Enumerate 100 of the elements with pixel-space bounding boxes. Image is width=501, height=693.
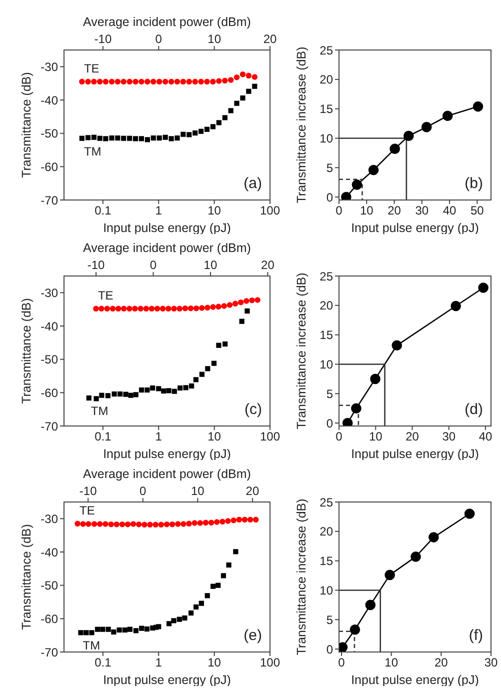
y-tick-label: -40 — [40, 93, 58, 108]
point — [127, 136, 132, 141]
point — [91, 134, 96, 140]
point — [214, 519, 220, 525]
y-tick-label: 25 — [320, 43, 334, 58]
point — [85, 135, 91, 140]
point — [114, 521, 120, 528]
x-tick-label: 0.1 — [94, 656, 112, 670]
y-axis-title: Transmittance (dB) — [19, 298, 34, 404]
y-tick-label: -40 — [40, 319, 58, 334]
point — [240, 71, 246, 78]
point — [242, 516, 248, 523]
point — [204, 593, 210, 598]
x-tick-label: 30 — [484, 656, 498, 670]
point — [198, 128, 204, 134]
point — [192, 130, 198, 136]
point — [220, 518, 226, 525]
point — [174, 135, 180, 141]
point — [350, 624, 360, 635]
point — [156, 78, 162, 85]
x2-tick-label: -10 — [94, 32, 112, 46]
point — [176, 616, 182, 622]
point — [180, 132, 186, 137]
y-tick-label: 20 — [320, 72, 334, 87]
x-tick-label: 100 — [260, 204, 280, 218]
y-tick-label: 20 — [320, 298, 334, 313]
point — [132, 78, 138, 85]
point — [96, 521, 103, 527]
x-tick-label: 10 — [384, 656, 398, 670]
point — [222, 78, 228, 84]
y-tick-label: -70 — [40, 645, 58, 660]
y-tick-label: 5 — [326, 386, 334, 401]
point — [204, 78, 210, 85]
point — [442, 110, 453, 122]
x2-axis-title: Average incident power (dBm) — [83, 467, 251, 481]
point — [403, 130, 414, 142]
x2-tick-label: -10 — [79, 484, 98, 498]
x-tick-label: 10 — [208, 204, 222, 218]
annotation: (b) — [464, 175, 483, 192]
point — [109, 135, 114, 141]
point — [74, 520, 80, 527]
point — [147, 522, 153, 528]
point — [216, 120, 222, 126]
point — [478, 282, 488, 293]
point — [186, 132, 192, 138]
y-tick-label: 25 — [320, 495, 334, 510]
series-label: TM — [82, 638, 100, 653]
y-tick-label: 10 — [320, 583, 334, 598]
point — [103, 136, 108, 142]
point — [225, 518, 231, 524]
point — [216, 582, 221, 588]
point — [450, 300, 461, 312]
point — [216, 78, 222, 84]
y-tick-label: 5 — [326, 160, 334, 175]
series-label: TE — [98, 288, 114, 303]
annotation: (f) — [468, 627, 483, 644]
x-tick-label: 0 — [336, 430, 343, 444]
point — [171, 618, 176, 624]
point — [246, 88, 252, 94]
y-tick-label: -60 — [40, 612, 58, 626]
y-axis-title: Transmittance increase (dB) — [294, 498, 308, 656]
x-tick-label: 1 — [155, 430, 162, 444]
point — [384, 570, 395, 580]
point — [220, 573, 226, 578]
point — [86, 521, 92, 527]
x2-tick-label: 10 — [191, 484, 205, 498]
point — [144, 78, 150, 85]
x-tick-label: 20 — [406, 430, 420, 444]
x-tick-label: 1 — [155, 656, 162, 670]
point — [202, 520, 209, 526]
point — [180, 521, 186, 527]
point — [136, 521, 142, 528]
y-axis-title: Transmittance (dB) — [19, 72, 34, 178]
x-tick-label: 1 — [155, 204, 162, 218]
point — [138, 78, 144, 85]
x-tick-label: 10 — [360, 204, 374, 218]
point — [162, 134, 168, 140]
point — [228, 77, 234, 83]
point — [108, 78, 115, 85]
point — [96, 78, 103, 85]
point — [144, 137, 150, 142]
x-tick-label: 40 — [442, 204, 457, 218]
point — [230, 517, 236, 524]
point — [236, 516, 242, 523]
point — [114, 78, 121, 85]
x2-tick-label: 20 — [246, 484, 260, 498]
point — [368, 164, 379, 176]
point — [121, 136, 126, 141]
point — [246, 72, 252, 79]
y-tick-label: -50 — [40, 352, 58, 367]
point — [91, 521, 98, 527]
point — [186, 78, 192, 85]
point — [392, 340, 402, 351]
point — [252, 516, 259, 523]
point — [79, 78, 85, 85]
y-tick-label: 15 — [320, 328, 334, 342]
y-tick-label: 15 — [320, 102, 334, 116]
point — [182, 615, 188, 621]
point — [91, 78, 97, 85]
y-tick-label: 0 — [326, 642, 334, 656]
